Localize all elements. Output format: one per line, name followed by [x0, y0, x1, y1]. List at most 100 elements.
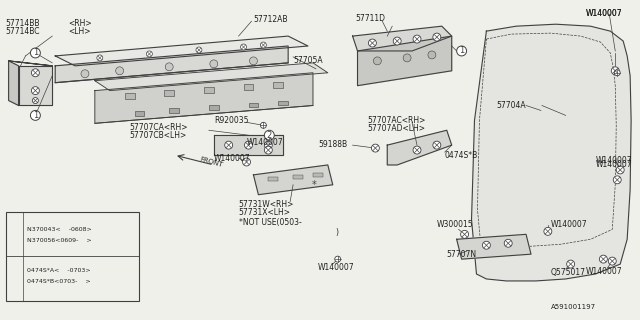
Text: 57707AC<RH>: 57707AC<RH> [367, 116, 426, 125]
Circle shape [147, 51, 152, 57]
Polygon shape [8, 61, 19, 106]
Polygon shape [387, 130, 452, 165]
Text: <RH>: <RH> [68, 19, 92, 28]
Circle shape [210, 60, 218, 68]
Circle shape [544, 228, 552, 235]
Text: ): ) [336, 228, 339, 237]
Polygon shape [457, 234, 531, 259]
Polygon shape [55, 36, 308, 66]
Text: 57714BC: 57714BC [6, 27, 40, 36]
Text: W140007: W140007 [595, 156, 632, 164]
Polygon shape [214, 135, 283, 155]
Text: 1: 1 [459, 46, 464, 55]
Text: 1: 1 [33, 48, 38, 58]
Text: 2: 2 [12, 271, 17, 280]
FancyBboxPatch shape [169, 108, 179, 113]
Circle shape [225, 141, 233, 149]
Text: W140007: W140007 [318, 262, 355, 272]
Circle shape [31, 48, 40, 58]
Text: <LH>: <LH> [68, 27, 91, 36]
Text: N370056<0609-    >: N370056<0609- > [28, 237, 92, 243]
Text: 57712AB: 57712AB [253, 15, 288, 24]
Circle shape [264, 146, 272, 154]
Circle shape [335, 256, 340, 262]
Text: 57714BB: 57714BB [6, 19, 40, 28]
Circle shape [428, 51, 436, 59]
Polygon shape [358, 36, 452, 86]
Circle shape [413, 146, 421, 154]
Circle shape [10, 271, 20, 281]
Circle shape [457, 46, 467, 56]
Circle shape [403, 54, 411, 62]
Circle shape [600, 255, 607, 263]
Circle shape [196, 47, 202, 53]
Polygon shape [95, 63, 328, 91]
FancyBboxPatch shape [273, 82, 283, 88]
FancyBboxPatch shape [293, 175, 303, 179]
Circle shape [250, 57, 257, 65]
Circle shape [31, 110, 40, 120]
Circle shape [31, 69, 39, 77]
Circle shape [433, 33, 441, 41]
Circle shape [243, 158, 250, 166]
Circle shape [260, 42, 266, 48]
Polygon shape [19, 66, 52, 106]
Text: W140007: W140007 [595, 160, 632, 170]
Circle shape [241, 44, 246, 50]
Circle shape [369, 39, 376, 47]
Circle shape [260, 122, 266, 128]
FancyBboxPatch shape [278, 100, 288, 106]
Circle shape [393, 37, 401, 45]
Text: 57731X<LH>: 57731X<LH> [239, 208, 291, 217]
Text: 57711D: 57711D [356, 14, 385, 23]
Text: 1: 1 [12, 229, 17, 238]
Text: *NOT USE(0503-: *NOT USE(0503- [239, 218, 301, 227]
Polygon shape [95, 73, 313, 123]
FancyBboxPatch shape [134, 111, 145, 116]
Circle shape [566, 260, 575, 268]
Polygon shape [472, 24, 631, 281]
Text: 57707CA<RH>: 57707CA<RH> [129, 123, 188, 132]
Circle shape [413, 35, 421, 43]
Text: 57707AD<LH>: 57707AD<LH> [367, 124, 426, 133]
Text: 57704A: 57704A [496, 101, 526, 110]
Text: W140007: W140007 [214, 154, 250, 163]
Circle shape [264, 141, 272, 149]
Circle shape [81, 70, 89, 78]
FancyBboxPatch shape [164, 90, 174, 96]
FancyBboxPatch shape [248, 102, 259, 108]
Circle shape [264, 130, 275, 140]
Circle shape [97, 55, 103, 61]
Text: 59188B: 59188B [318, 140, 347, 149]
Text: 2: 2 [267, 131, 272, 140]
FancyBboxPatch shape [204, 87, 214, 92]
Text: FRONT: FRONT [199, 156, 223, 168]
Circle shape [611, 67, 620, 75]
Polygon shape [55, 46, 288, 83]
Text: W140007: W140007 [586, 9, 622, 18]
FancyBboxPatch shape [244, 84, 253, 90]
Circle shape [483, 241, 490, 249]
Circle shape [116, 67, 124, 75]
Text: 57705A: 57705A [293, 56, 323, 65]
Circle shape [504, 239, 512, 247]
Text: W140007: W140007 [586, 9, 622, 18]
FancyBboxPatch shape [209, 106, 219, 110]
Circle shape [373, 57, 381, 65]
Circle shape [613, 176, 621, 184]
Text: 0474S*A<    -0703>: 0474S*A< -0703> [28, 268, 91, 273]
Text: W140007: W140007 [586, 267, 622, 276]
Text: A591001197: A591001197 [551, 304, 596, 310]
Text: 57707CB<LH>: 57707CB<LH> [129, 131, 187, 140]
Circle shape [608, 257, 616, 265]
Text: 57707N: 57707N [447, 250, 477, 259]
FancyBboxPatch shape [125, 92, 134, 99]
Text: R920035: R920035 [214, 116, 248, 125]
FancyBboxPatch shape [313, 173, 323, 177]
Polygon shape [353, 26, 452, 51]
FancyBboxPatch shape [268, 177, 278, 181]
Text: N370043<    -0608>: N370043< -0608> [28, 227, 92, 232]
Circle shape [461, 230, 468, 238]
Circle shape [165, 63, 173, 71]
Text: W300015: W300015 [437, 220, 474, 229]
